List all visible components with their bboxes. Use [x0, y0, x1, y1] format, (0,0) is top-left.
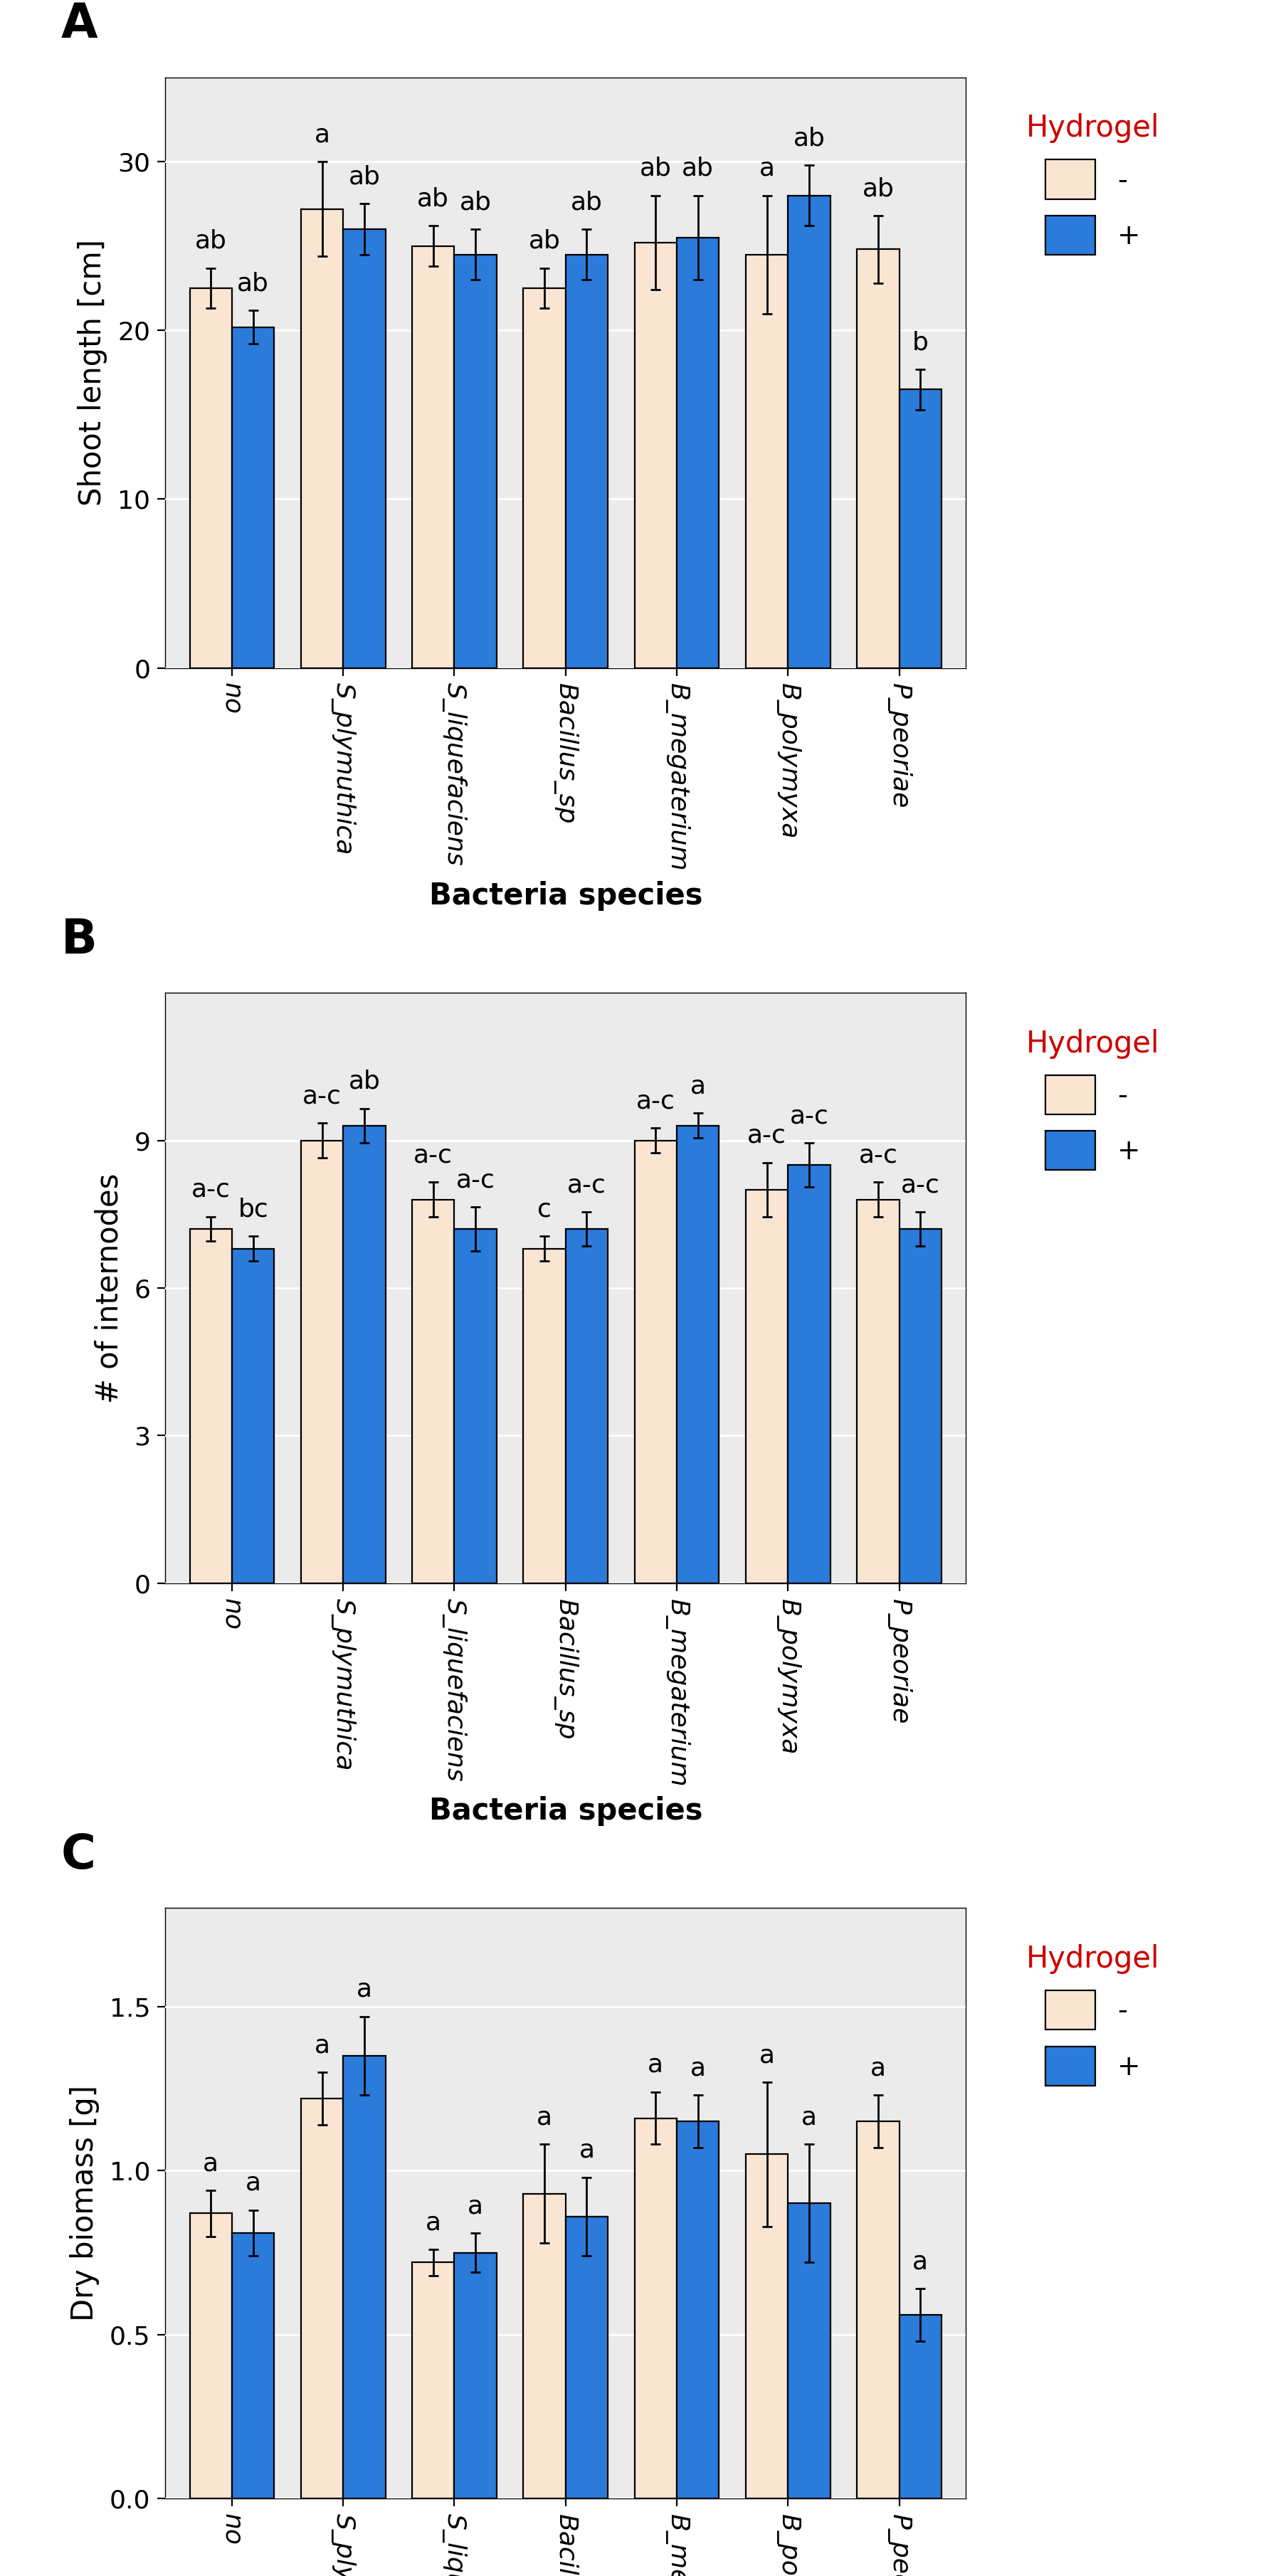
Text: ab: ab: [194, 229, 226, 252]
X-axis label: Bacteria species: Bacteria species: [428, 881, 703, 912]
Bar: [301, 2099, 343, 2499]
Y-axis label: Dry biomass [g]: Dry biomass [g]: [70, 2087, 99, 2321]
Bar: [634, 2117, 676, 2499]
Bar: [524, 289, 566, 667]
Bar: [343, 229, 385, 667]
Text: a: a: [314, 124, 330, 147]
Text: a: a: [759, 2043, 775, 2069]
Bar: [566, 255, 608, 667]
Bar: [634, 1141, 676, 1584]
Bar: [189, 289, 231, 667]
Bar: [746, 1190, 788, 1584]
Text: a-c: a-c: [414, 1144, 452, 1167]
Bar: [677, 1126, 719, 1584]
Bar: [857, 1200, 899, 1584]
Bar: [231, 1249, 275, 1584]
Bar: [189, 1229, 231, 1584]
Text: A: A: [61, 0, 98, 49]
Text: a: a: [801, 2105, 817, 2130]
Text: ab: ab: [348, 165, 380, 188]
Text: a-c: a-c: [859, 1144, 897, 1167]
Text: a: a: [536, 2105, 553, 2130]
Y-axis label: Shoot length [cm]: Shoot length [cm]: [78, 240, 108, 505]
Text: ab: ab: [238, 270, 269, 296]
Text: a: a: [203, 2151, 219, 2177]
Bar: [677, 237, 719, 667]
Bar: [857, 250, 899, 667]
Bar: [900, 389, 942, 667]
Text: ab: ab: [348, 1069, 380, 1095]
Text: a-c: a-c: [901, 1172, 939, 1198]
Text: a-c: a-c: [789, 1105, 829, 1128]
Bar: [788, 196, 830, 667]
Bar: [524, 2195, 566, 2499]
Y-axis label: # of internodes: # of internodes: [94, 1172, 125, 1404]
Text: b: b: [913, 330, 929, 355]
X-axis label: Bacteria species: Bacteria species: [428, 1795, 703, 1826]
Bar: [189, 2213, 231, 2499]
Legend: -, +: -, +: [1004, 1007, 1182, 1193]
Text: a-c: a-c: [456, 1167, 494, 1193]
Text: ab: ab: [793, 126, 825, 149]
Text: ab: ab: [862, 178, 894, 201]
Text: a: a: [690, 2056, 705, 2081]
Text: B: B: [61, 917, 98, 963]
Bar: [634, 242, 676, 667]
Bar: [900, 1229, 942, 1584]
Bar: [455, 255, 497, 667]
Bar: [412, 2262, 455, 2499]
Text: ab: ab: [571, 191, 602, 214]
Text: a-c: a-c: [637, 1090, 675, 1113]
Bar: [746, 2154, 788, 2499]
Bar: [455, 2251, 497, 2499]
Bar: [788, 1164, 830, 1584]
Bar: [301, 1141, 343, 1584]
Text: a: a: [759, 157, 775, 180]
Text: a: a: [245, 2172, 261, 2195]
Text: bc: bc: [238, 1198, 268, 1221]
Text: ab: ab: [460, 191, 492, 214]
Legend: -, +: -, +: [1004, 1922, 1182, 2107]
Text: a: a: [871, 2056, 886, 2081]
Text: a: a: [690, 1074, 705, 1097]
Text: a-c: a-c: [302, 1084, 342, 1108]
Text: a: a: [468, 2195, 483, 2218]
Text: a: a: [426, 2210, 441, 2233]
Bar: [857, 2123, 899, 2499]
Bar: [677, 2123, 719, 2499]
Text: a: a: [314, 2032, 330, 2058]
Text: ab: ab: [639, 157, 671, 180]
Bar: [343, 1126, 385, 1584]
Text: C: C: [61, 1832, 97, 1878]
Text: a: a: [356, 1978, 372, 2002]
Text: a-c: a-c: [192, 1177, 230, 1203]
Bar: [455, 1229, 497, 1584]
Bar: [900, 2316, 942, 2499]
Text: a-c: a-c: [567, 1172, 606, 1198]
Bar: [566, 1229, 608, 1584]
Bar: [524, 1249, 566, 1584]
Legend: -, +: -, +: [1004, 90, 1182, 276]
Text: ab: ab: [417, 188, 449, 211]
Text: c: c: [538, 1198, 552, 1221]
Bar: [412, 247, 455, 667]
Bar: [343, 2056, 385, 2499]
Bar: [788, 2202, 830, 2499]
Bar: [301, 209, 343, 667]
Bar: [231, 2233, 275, 2499]
Text: a-c: a-c: [747, 1123, 787, 1149]
Bar: [566, 2215, 608, 2499]
Bar: [412, 1200, 455, 1584]
Text: a: a: [913, 2249, 928, 2275]
Text: a: a: [648, 2053, 663, 2076]
Text: ab: ab: [683, 157, 714, 180]
Bar: [231, 327, 275, 667]
Bar: [746, 255, 788, 667]
Text: a: a: [578, 2138, 595, 2161]
Text: ab: ab: [529, 229, 561, 252]
